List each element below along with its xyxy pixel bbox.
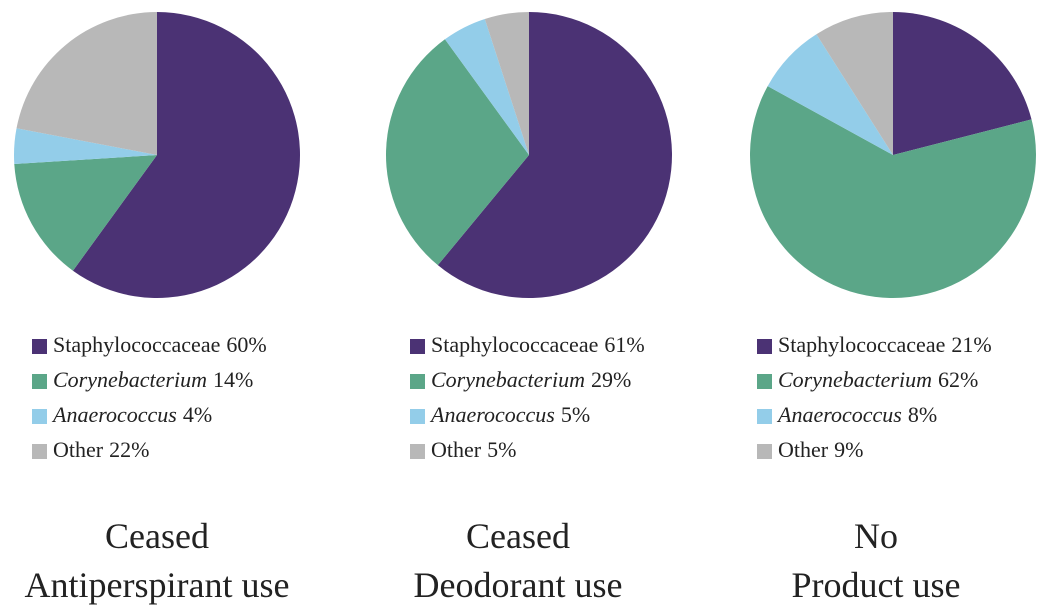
legend-swatch (757, 374, 772, 389)
chart-title: Antiperspirant use (25, 565, 290, 605)
pie-slice (767, 34, 893, 155)
pie-slice (750, 86, 1037, 298)
legend-swatch (32, 374, 47, 389)
legend-category: Corynebacterium (431, 367, 585, 392)
legend-label: Anaerococcus 8% (776, 402, 937, 427)
pie-slice (72, 12, 300, 298)
legend-label: Other 22% (53, 437, 149, 462)
legend-label: Other 9% (778, 437, 863, 462)
legend-category: Staphylococcaceae (431, 332, 598, 357)
chart-title: Deodorant use (414, 565, 623, 605)
legend-category: Anaerococcus (51, 402, 177, 427)
chart-title: Ceased (466, 516, 570, 556)
legend-label: Other 5% (431, 437, 516, 462)
legend-label: Anaerococcus 5% (429, 402, 590, 427)
legend-label: Staphylococcaceae 21% (778, 332, 992, 357)
legend-value: 8% (908, 402, 937, 427)
legend-swatch (757, 339, 772, 354)
chart-title: Ceased (105, 516, 209, 556)
legend-value: 21% (951, 332, 991, 357)
chart-title: No (854, 516, 898, 556)
legend-category: Staphylococcaceae (53, 332, 220, 357)
legend-label: Corynebacterium 14% (53, 367, 253, 392)
pie-slice (484, 12, 529, 155)
legend-category: Staphylococcaceae (778, 332, 945, 357)
legend-category: Corynebacterium (778, 367, 932, 392)
legend-value: 14% (213, 367, 253, 392)
legend-swatch (32, 339, 47, 354)
pie-slice (437, 12, 673, 298)
legend-swatch (757, 444, 772, 459)
legend-swatch (757, 409, 772, 424)
legend-swatch (410, 339, 425, 354)
legend-swatch (32, 409, 47, 424)
chart-title: Product use (792, 565, 961, 605)
legend-label: Corynebacterium 62% (778, 367, 978, 392)
pie-slice (816, 11, 893, 155)
legend-swatch (410, 409, 425, 424)
legend-value: 62% (938, 367, 978, 392)
legend-value: 5% (487, 437, 516, 462)
legend-category: Other (431, 437, 482, 462)
legend-label: Corynebacterium 29% (431, 367, 631, 392)
legend-swatch (410, 374, 425, 389)
pie-slice (16, 12, 157, 155)
legend-category: Anaerococcus (429, 402, 555, 427)
legend-category: Other (778, 437, 829, 462)
pie-slice (14, 155, 157, 271)
legend-value: 4% (183, 402, 212, 427)
legend-label: Anaerococcus 4% (51, 402, 212, 427)
pie-slice (385, 39, 529, 266)
legend-value: 22% (109, 437, 149, 462)
legend-category: Other (53, 437, 104, 462)
legend-value: 29% (591, 367, 631, 392)
legend-value: 61% (604, 332, 644, 357)
pie-slice (13, 128, 157, 164)
pie-slice (893, 12, 1032, 155)
pie-slice (444, 18, 529, 156)
legend-value: 5% (561, 402, 590, 427)
legend-swatch (32, 444, 47, 459)
legend-category: Anaerococcus (776, 402, 902, 427)
legend-label: Staphylococcaceae 60% (53, 332, 267, 357)
legend-category: Corynebacterium (53, 367, 207, 392)
legend-label: Staphylococcaceae 61% (431, 332, 645, 357)
legend-swatch (410, 444, 425, 459)
legend-value: 60% (226, 332, 266, 357)
legend-value: 9% (834, 437, 863, 462)
